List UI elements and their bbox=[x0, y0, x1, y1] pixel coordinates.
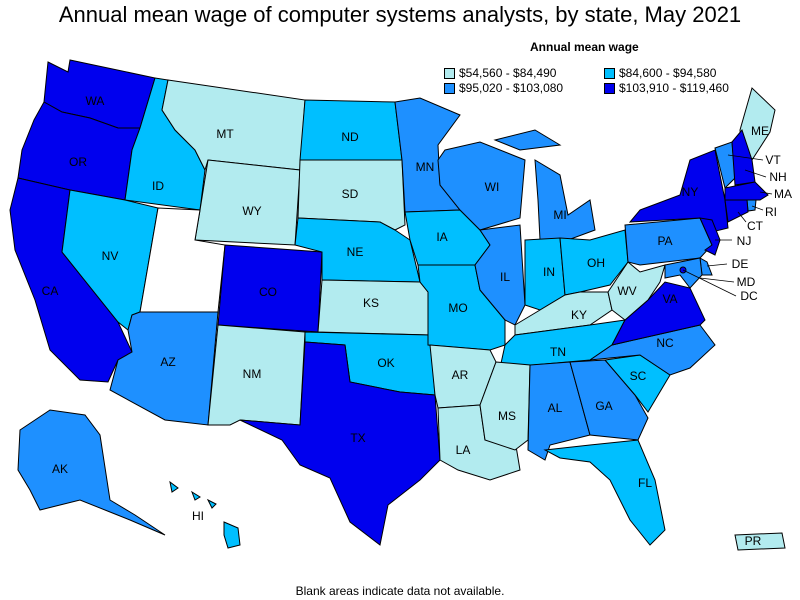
label-MT: MT bbox=[216, 127, 234, 141]
legend-swatch-tier1 bbox=[444, 67, 455, 79]
state-NY[interactable] bbox=[628, 149, 729, 233]
label-GA: GA bbox=[595, 399, 612, 413]
legend-item-tier2: $84,600 - $94,580 bbox=[604, 66, 716, 80]
legend-title: Annual mean wage bbox=[530, 40, 639, 54]
label-AZ: AZ bbox=[160, 355, 175, 369]
state-PR[interactable] bbox=[734, 532, 786, 551]
legend-swatch-tier3 bbox=[444, 82, 455, 94]
label-OK: OK bbox=[377, 356, 394, 370]
label-VT: VT bbox=[765, 153, 781, 167]
legend-item-tier4: $103,910 - $119,460 bbox=[604, 81, 729, 95]
legend-swatch-tier2 bbox=[604, 67, 615, 79]
label-WA: WA bbox=[86, 94, 105, 108]
state-AZ[interactable] bbox=[109, 311, 219, 426]
label-NV: NV bbox=[102, 249, 119, 263]
legend-item-tier3: $95,020 - $103,080 bbox=[444, 81, 563, 95]
label-FL: FL bbox=[638, 476, 652, 490]
label-WY: WY bbox=[242, 204, 261, 218]
state-TX[interactable] bbox=[239, 341, 441, 546]
label-KY: KY bbox=[571, 308, 587, 322]
label-SC: SC bbox=[630, 369, 647, 383]
leader-MD bbox=[699, 277, 735, 283]
state-WY[interactable] bbox=[194, 159, 301, 246]
label-TN: TN bbox=[550, 345, 566, 359]
state-WV[interactable] bbox=[607, 261, 666, 321]
label-ND: ND bbox=[341, 130, 359, 144]
label-DE: DE bbox=[732, 257, 749, 271]
label-IN: IN bbox=[543, 265, 555, 279]
label-NJ: NJ bbox=[737, 234, 752, 248]
map-title: Annual mean wage of computer systems ana… bbox=[58, 2, 742, 27]
label-MI: MI bbox=[553, 208, 566, 222]
label-NM: NM bbox=[243, 367, 262, 381]
label-RI: RI bbox=[765, 205, 777, 219]
state-MA[interactable] bbox=[724, 181, 769, 201]
state-IL[interactable] bbox=[474, 224, 526, 326]
state-AK[interactable] bbox=[17, 409, 166, 536]
label-DC: DC bbox=[740, 289, 758, 303]
label-WI: WI bbox=[485, 180, 500, 194]
leader-DE bbox=[706, 263, 728, 267]
label-HI: HI bbox=[192, 509, 204, 523]
label-MO: MO bbox=[448, 301, 467, 315]
leader-MA bbox=[759, 191, 773, 195]
label-NY: NY bbox=[682, 185, 699, 199]
leader-DC bbox=[682, 269, 737, 297]
label-OR: OR bbox=[69, 155, 87, 169]
label-NE: NE bbox=[347, 245, 364, 259]
label-PA: PA bbox=[657, 234, 672, 248]
label-WV: WV bbox=[617, 284, 636, 298]
label-AL: AL bbox=[548, 401, 563, 415]
label-MN: MN bbox=[416, 160, 435, 174]
leader-NH bbox=[744, 169, 767, 178]
state-CT[interactable] bbox=[724, 199, 749, 223]
label-MS: MS bbox=[498, 409, 516, 423]
label-MA: MA bbox=[774, 187, 792, 201]
leader-CT bbox=[737, 211, 747, 223]
label-OH: OH bbox=[587, 256, 605, 270]
label-MD: MD bbox=[737, 275, 756, 289]
state-NJ[interactable] bbox=[699, 217, 721, 256]
label-CA: CA bbox=[42, 284, 59, 298]
label-ID: ID bbox=[152, 179, 164, 193]
label-TX: TX bbox=[350, 431, 365, 445]
legend-label-tier3: $95,020 - $103,080 bbox=[459, 81, 564, 95]
state-HI[interactable] bbox=[169, 480, 241, 549]
label-SD: SD bbox=[342, 187, 359, 201]
legend-label-tier2: $84,600 - $94,580 bbox=[619, 66, 717, 80]
label-NH: NH bbox=[769, 170, 786, 184]
state-RI[interactable] bbox=[746, 199, 757, 212]
legend-label-tier4: $103,910 - $119,460 bbox=[619, 81, 729, 95]
label-LA: LA bbox=[456, 443, 471, 457]
label-VA: VA bbox=[662, 292, 677, 306]
state-MI[interactable] bbox=[493, 129, 596, 241]
state-FL[interactable] bbox=[543, 439, 666, 546]
label-KS: KS bbox=[363, 296, 379, 310]
label-CO: CO bbox=[259, 285, 277, 299]
legend-swatch-tier4 bbox=[604, 82, 615, 94]
footnote: Blank areas indicate data not available. bbox=[295, 584, 505, 598]
leader-RI bbox=[751, 205, 764, 211]
label-PR: PR bbox=[745, 534, 762, 548]
legend-label-tier1: $54,560 - $84,490 bbox=[459, 66, 557, 80]
label-CT: CT bbox=[747, 219, 764, 233]
label-ME: ME bbox=[751, 124, 769, 138]
label-IL: IL bbox=[500, 270, 510, 284]
label-AR: AR bbox=[452, 368, 469, 382]
legend-item-tier1: $54,560 - $84,490 bbox=[444, 66, 556, 80]
label-IA: IA bbox=[436, 230, 447, 244]
leader-VT bbox=[727, 154, 764, 161]
label-AK: AK bbox=[52, 462, 68, 476]
label-NC: NC bbox=[656, 336, 674, 350]
